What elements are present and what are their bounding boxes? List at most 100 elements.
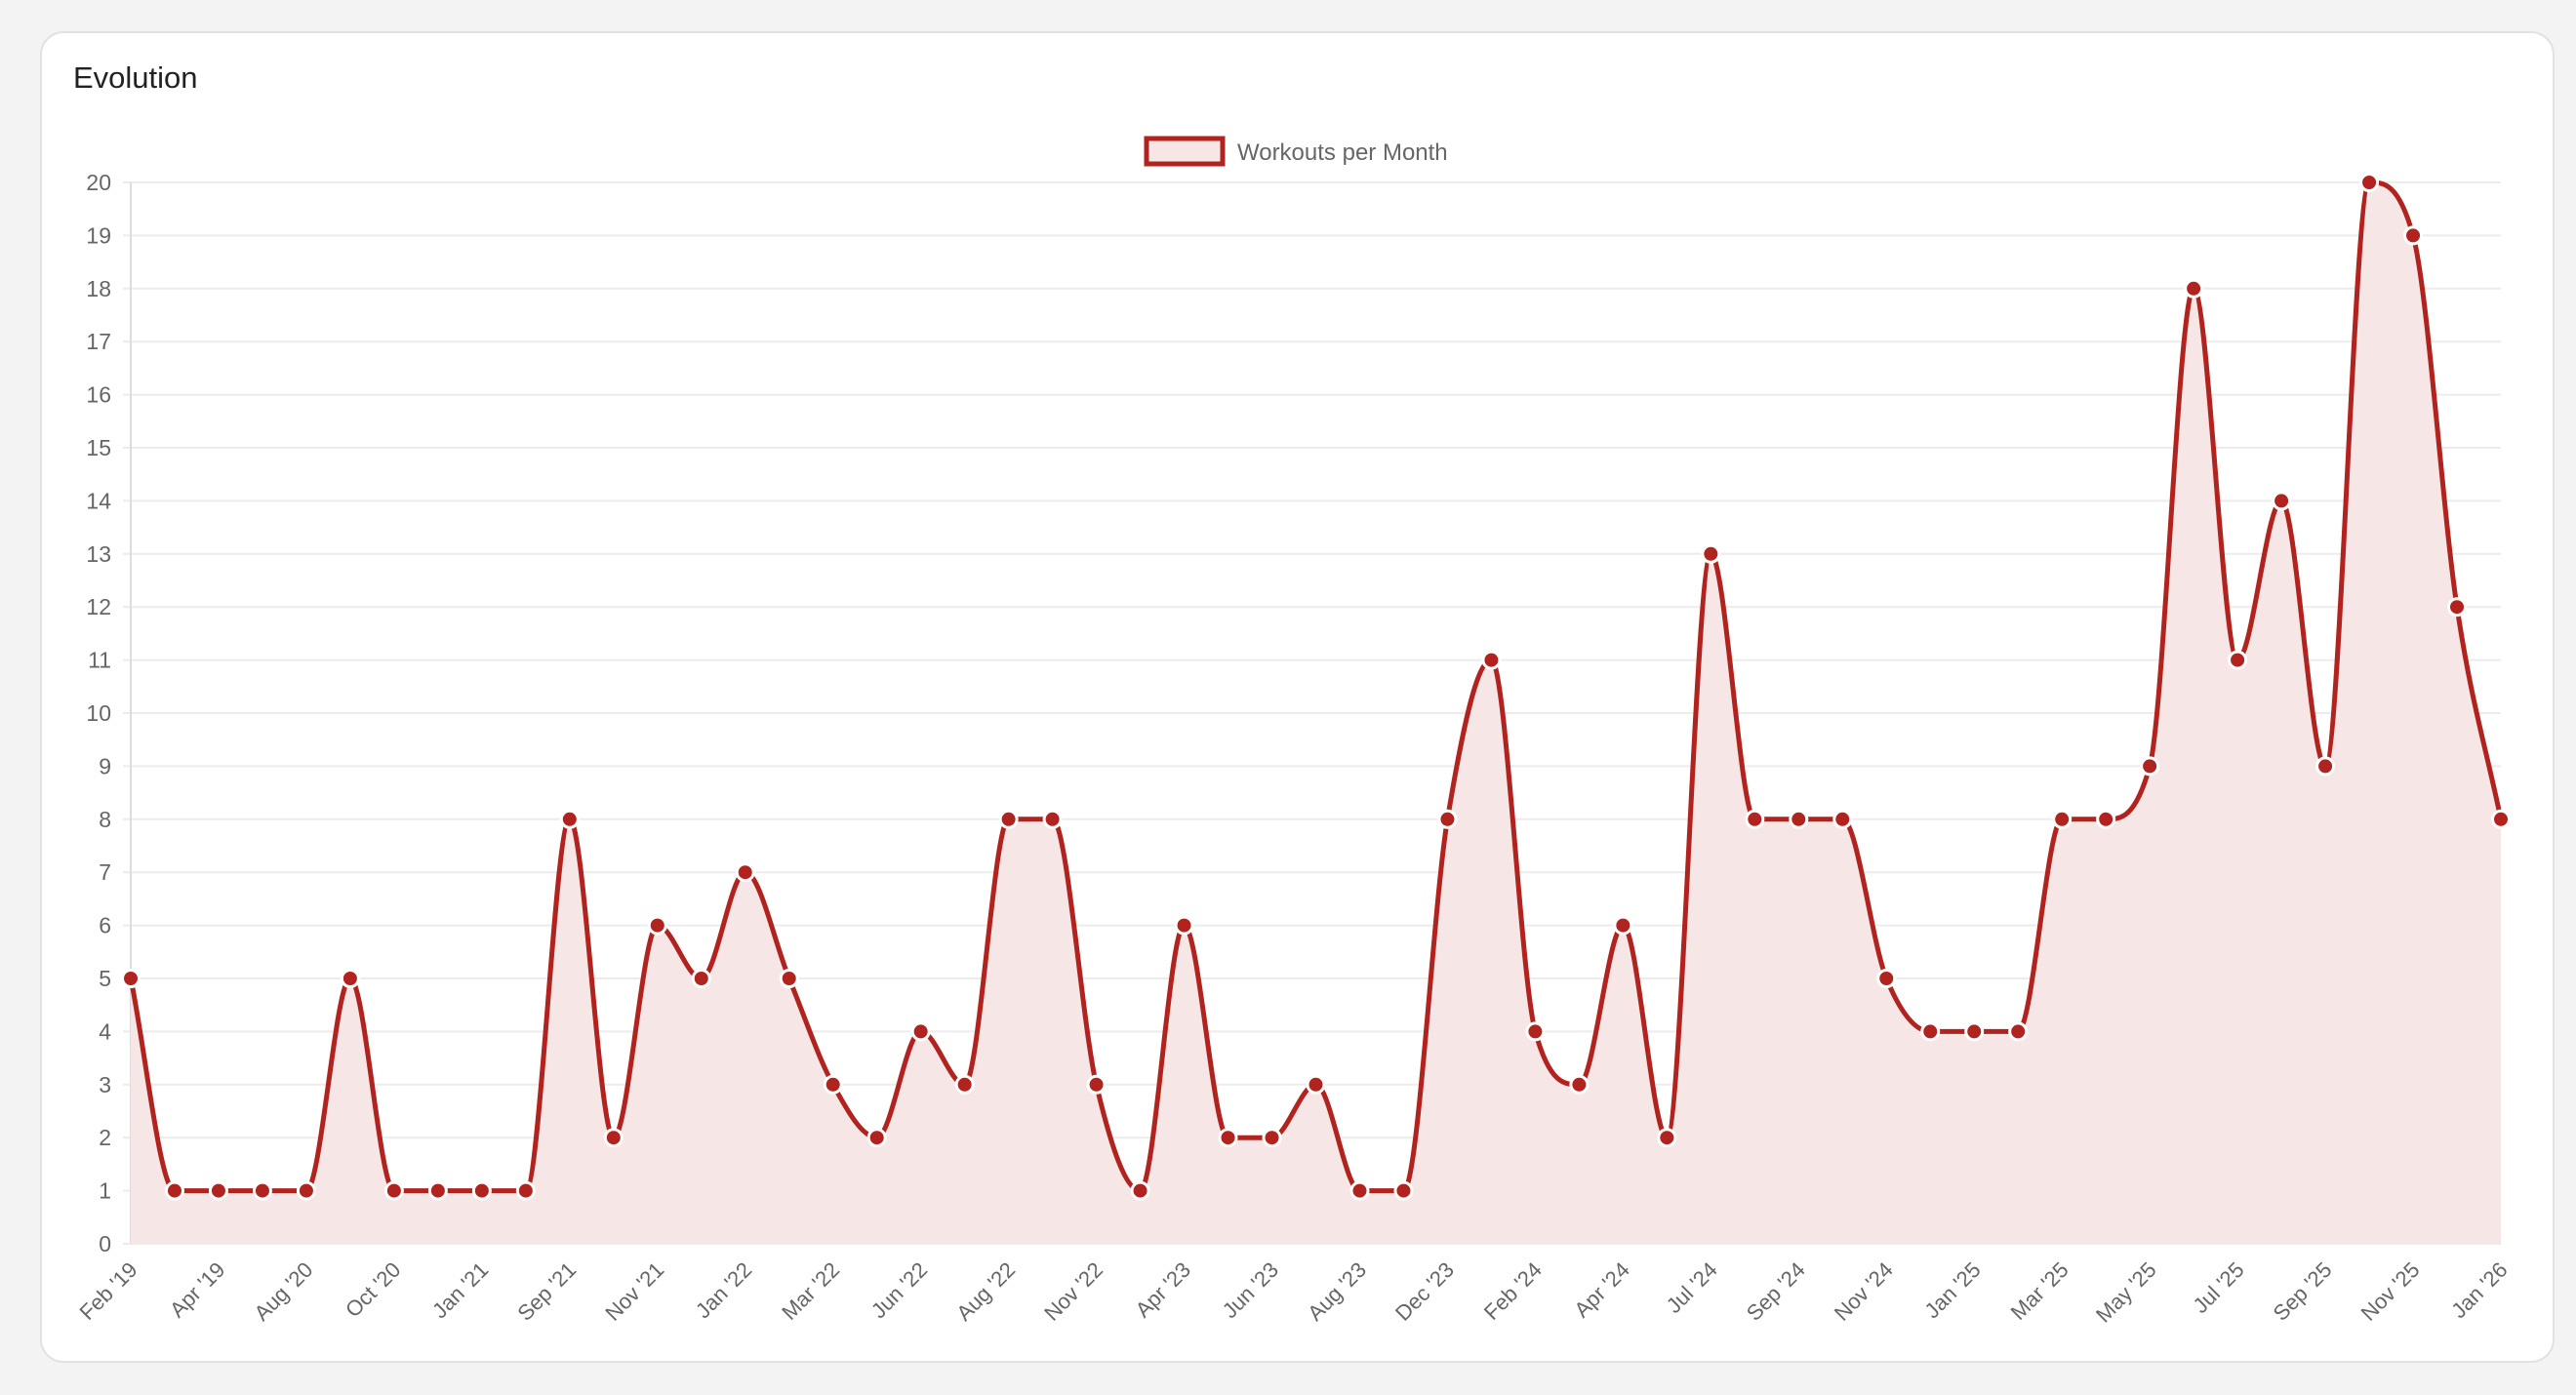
x-tick-label: Nov '24 — [1830, 1257, 1898, 1326]
y-tick-label: 1 — [99, 1178, 111, 1204]
data-point[interactable] — [296, 1180, 316, 1201]
data-point[interactable] — [603, 1128, 624, 1148]
data-point[interactable] — [559, 809, 580, 829]
data-point[interactable] — [1876, 969, 1897, 988]
x-tick-label: Aug '20 — [250, 1257, 318, 1326]
x-tick-label: Nov '21 — [600, 1257, 668, 1326]
data-point[interactable] — [1789, 809, 1809, 829]
y-tick-label: 12 — [86, 594, 111, 619]
y-tick-label: 19 — [86, 222, 111, 248]
data-point[interactable] — [383, 1180, 404, 1201]
data-point[interactable] — [2359, 173, 2380, 192]
y-tick-label: 2 — [99, 1125, 111, 1150]
data-point[interactable] — [2140, 756, 2160, 777]
x-tick-label: Sep '25 — [2269, 1257, 2337, 1326]
data-point[interactable] — [2447, 597, 2468, 618]
data-point[interactable] — [910, 1021, 931, 1042]
data-point[interactable] — [866, 1128, 887, 1148]
data-point[interactable] — [1086, 1074, 1107, 1095]
data-point[interactable] — [515, 1180, 536, 1201]
data-point[interactable] — [2228, 650, 2248, 670]
y-tick-label: 8 — [99, 807, 111, 832]
data-point[interactable] — [1613, 915, 1633, 936]
data-point[interactable] — [1964, 1021, 1985, 1042]
data-point[interactable] — [1657, 1128, 1677, 1148]
x-tick-label: Jan '25 — [1919, 1257, 1985, 1323]
x-tick-label: Jun '23 — [1218, 1257, 1283, 1323]
data-point[interactable] — [1745, 809, 1765, 829]
data-point[interactable] — [164, 1180, 184, 1201]
data-point[interactable] — [1130, 1180, 1150, 1201]
data-point[interactable] — [471, 1180, 492, 1201]
y-tick-label: 3 — [99, 1072, 111, 1097]
data-point[interactable] — [1174, 915, 1194, 936]
data-point[interactable] — [998, 809, 1019, 829]
x-tick-label: Jun '22 — [866, 1257, 932, 1323]
x-tick-label: Jan '26 — [2446, 1257, 2512, 1323]
y-tick-label: 6 — [99, 913, 111, 938]
data-point[interactable] — [1437, 809, 1458, 829]
y-tick-label: 0 — [99, 1231, 111, 1256]
data-point[interactable] — [954, 1074, 975, 1095]
x-tick-label: Jul '25 — [2188, 1257, 2248, 1318]
data-point[interactable] — [340, 969, 360, 988]
data-point[interactable] — [2096, 809, 2116, 829]
x-tick-label: Aug '23 — [1303, 1257, 1371, 1326]
data-point[interactable] — [1701, 543, 1721, 564]
x-tick-label: Apr '19 — [165, 1257, 229, 1322]
data-point[interactable] — [2491, 809, 2511, 829]
x-tick-label: Feb '24 — [1479, 1257, 1547, 1325]
legend-swatch[interactable] — [1144, 136, 1226, 167]
data-point[interactable] — [1306, 1074, 1326, 1095]
data-point[interactable] — [208, 1180, 228, 1201]
y-tick-label: 13 — [86, 541, 111, 567]
data-point[interactable] — [2403, 225, 2424, 246]
data-point[interactable] — [779, 969, 799, 988]
x-tick-label: Apr '23 — [1131, 1257, 1195, 1322]
data-point[interactable] — [1218, 1128, 1238, 1148]
data-point[interactable] — [2008, 1021, 2029, 1042]
data-point[interactable] — [1832, 809, 1853, 829]
y-tick-label: 14 — [86, 488, 111, 513]
x-tick-label: Nov '25 — [2356, 1257, 2425, 1326]
x-tick-label: Aug '22 — [951, 1257, 1020, 1326]
x-tick-label: Apr '24 — [1569, 1257, 1633, 1322]
series-points — [121, 173, 2511, 1201]
x-tick-label: Dec '23 — [1390, 1257, 1459, 1326]
data-point[interactable] — [735, 862, 755, 883]
x-tick-label: Nov '22 — [1039, 1257, 1107, 1326]
data-point[interactable] — [2052, 809, 2073, 829]
y-tick-label: 20 — [86, 170, 111, 195]
x-axis: Feb '19 Apr '19 Aug '20 Oct '20 Jan '21 Sep '… — [74, 1257, 2512, 1328]
y-tick-label: 4 — [99, 1018, 111, 1044]
data-point[interactable] — [2315, 756, 2336, 777]
y-tick-label: 11 — [88, 648, 111, 673]
data-point[interactable] — [1262, 1128, 1282, 1148]
y-tick-label: 17 — [86, 329, 111, 354]
data-point[interactable] — [1525, 1021, 1546, 1042]
data-point[interactable] — [1920, 1021, 1941, 1042]
legend[interactable]: Workouts per Month — [1144, 136, 1448, 167]
data-point[interactable] — [1349, 1180, 1370, 1201]
data-point[interactable] — [647, 915, 667, 936]
x-tick-label: Mar '25 — [2006, 1257, 2073, 1325]
data-point[interactable] — [823, 1074, 843, 1095]
y-tick-label: 7 — [99, 859, 111, 885]
data-point[interactable] — [2272, 491, 2292, 511]
x-tick-label: Jul '24 — [1662, 1257, 1722, 1318]
data-point[interactable] — [691, 969, 711, 988]
series-area — [131, 182, 2501, 1244]
legend-label[interactable]: Workouts per Month — [1237, 140, 1448, 166]
data-point[interactable] — [2184, 278, 2204, 299]
x-tick-label: Jan '21 — [427, 1257, 493, 1323]
x-tick-label: Sep '21 — [512, 1257, 581, 1326]
data-point[interactable] — [1569, 1074, 1590, 1095]
data-point[interactable] — [1042, 809, 1063, 829]
data-point[interactable] — [1481, 650, 1502, 670]
series-area-fill — [131, 182, 2501, 1244]
data-point[interactable] — [427, 1180, 448, 1201]
data-point[interactable] — [121, 969, 141, 988]
data-point[interactable] — [252, 1180, 272, 1201]
data-point[interactable] — [1393, 1180, 1414, 1201]
